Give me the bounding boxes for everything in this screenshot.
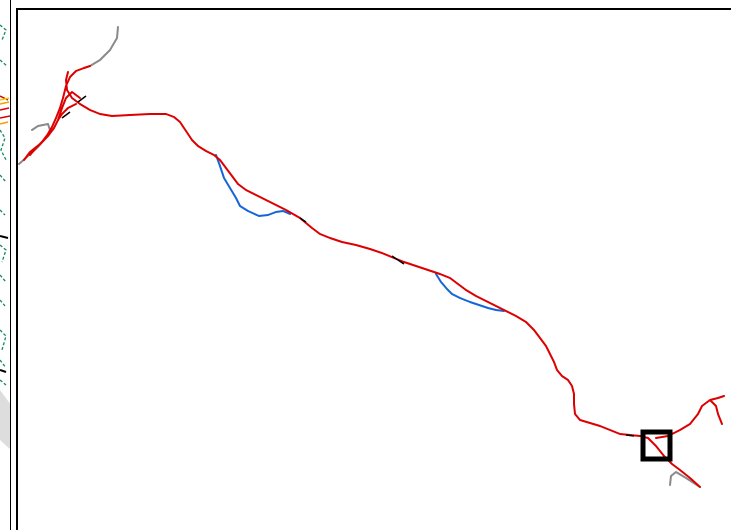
connector-road-west <box>18 123 51 165</box>
overview-route-black <box>0 235 9 373</box>
overview-map-graphics <box>0 24 11 450</box>
alternate-route-segment-1 <box>215 154 291 217</box>
overview-route-green <box>0 24 8 386</box>
overview-route-red <box>0 95 11 119</box>
alternate-route-segment-2 <box>435 273 505 312</box>
route-map-frame[interactable] <box>16 8 731 530</box>
square-marker-icon[interactable] <box>640 429 673 462</box>
overview-route-yellow <box>0 97 10 101</box>
overview-map-border <box>10 0 11 530</box>
overview-route-orange <box>0 101 10 125</box>
main-route-strand-west <box>23 103 77 161</box>
overview-map-strip[interactable] <box>0 0 11 530</box>
connector-road-southeast <box>669 471 701 488</box>
overview-terrain-shape <box>0 390 11 450</box>
main-route-strand-inner <box>57 91 81 121</box>
route-detail-dashes <box>61 95 635 437</box>
main-route-line <box>29 65 725 488</box>
connector-road-north <box>89 26 119 67</box>
